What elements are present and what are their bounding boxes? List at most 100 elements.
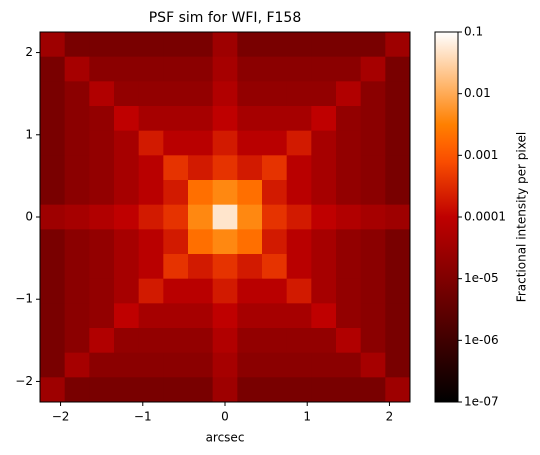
heatmap-cell [40,377,66,403]
heatmap-cell [163,32,189,58]
heatmap-cell [188,204,214,230]
heatmap-cell [360,204,386,230]
heatmap-cell [89,328,115,354]
heatmap-cell [188,328,214,354]
heatmap-cell [385,106,411,132]
heatmap-cell [188,32,214,58]
heatmap-cell [262,204,288,230]
heatmap-cell [188,130,214,156]
heatmap-cell [138,303,164,329]
heatmap-cell [64,32,90,58]
heatmap-cell [336,180,362,206]
heatmap-cell [40,303,66,329]
heatmap-cell [138,155,164,181]
heatmap-cell [89,377,115,403]
heatmap-cell [336,377,362,403]
heatmap-cell [114,278,140,304]
heatmap-cell [114,303,140,329]
heatmap-cell [40,106,66,132]
heatmap-cell [114,56,140,82]
heatmap-cell [237,328,263,354]
heatmap-cell [114,352,140,378]
heatmap-cell [360,328,386,354]
colorbar-label: Fractional intensity per pixel [515,132,529,302]
heatmap-cell [286,155,312,181]
heatmap-cell [262,303,288,329]
heatmap-cell [40,278,66,304]
heatmap-cell [40,130,66,156]
heatmap-cell [311,229,337,255]
heatmap-cell [212,106,238,132]
heatmap-cell [360,377,386,403]
colorbar-tick-label: 0.01 [464,86,491,100]
y-tick-label: 0 [25,210,33,224]
heatmap-cell [237,155,263,181]
heatmap-cell [237,204,263,230]
heatmap-cell [237,56,263,82]
heatmap-cell [237,229,263,255]
heatmap-cell [188,303,214,329]
heatmap-cell [385,352,411,378]
heatmap-cell [212,204,238,230]
heatmap-cell [311,377,337,403]
heatmap-cell [237,130,263,156]
colorbar-tick-label: 0.1 [464,25,483,39]
heatmap-cell [212,180,238,206]
heatmap-cell [89,278,115,304]
heatmap-cell [286,180,312,206]
heatmap-cell [114,229,140,255]
x-tick-label: −1 [134,410,152,424]
heatmap-cell [89,56,115,82]
heatmap-cell [360,180,386,206]
heatmap-cell [212,130,238,156]
heatmap-cell [262,377,288,403]
heatmap-cell [237,32,263,58]
heatmap-cell [336,254,362,280]
heatmap-cell [138,229,164,255]
heatmap-cell [336,106,362,132]
heatmap-cell [286,278,312,304]
heatmap-cell [286,328,312,354]
heatmap-cell [188,254,214,280]
heatmap-cell [40,32,66,58]
heatmap-cell [64,303,90,329]
heatmap-cell [385,81,411,107]
heatmap-cell [286,377,312,403]
heatmap-cell [64,377,90,403]
heatmap-cell [163,204,189,230]
heatmap-cell [64,328,90,354]
x-tick-label: 0 [221,410,229,424]
heatmap-cell [188,81,214,107]
heatmap-cell [262,180,288,206]
heatmap-cell [89,81,115,107]
heatmap-cell [114,204,140,230]
heatmap-cell [311,155,337,181]
heatmap-cell [262,278,288,304]
y-tick-label: 1 [25,127,33,141]
heatmap-cell [40,254,66,280]
heatmap-cell [163,56,189,82]
heatmap-cell [163,328,189,354]
heatmap-cell [336,278,362,304]
heatmap-cell [212,155,238,181]
x-tick-label: 1 [303,410,311,424]
heatmap-cell [64,278,90,304]
heatmap-cell [163,303,189,329]
heatmap-cell [163,254,189,280]
heatmap-cell [114,81,140,107]
heatmap-cell [286,254,312,280]
heatmap-cell [385,204,411,230]
heatmap-cell [311,180,337,206]
heatmap-cell [40,352,66,378]
heatmap-cell [385,180,411,206]
heatmap-cell [212,254,238,280]
heatmap-cell [286,81,312,107]
heatmap-cell [336,303,362,329]
heatmap-cell [286,204,312,230]
heatmap-cell [385,328,411,354]
heatmap-cell [311,56,337,82]
heatmap-cell [336,32,362,58]
heatmap-cell [64,81,90,107]
colorbar-tick-label: 1e-07 [464,395,499,409]
colorbar-tick-label: 0.001 [464,148,498,162]
